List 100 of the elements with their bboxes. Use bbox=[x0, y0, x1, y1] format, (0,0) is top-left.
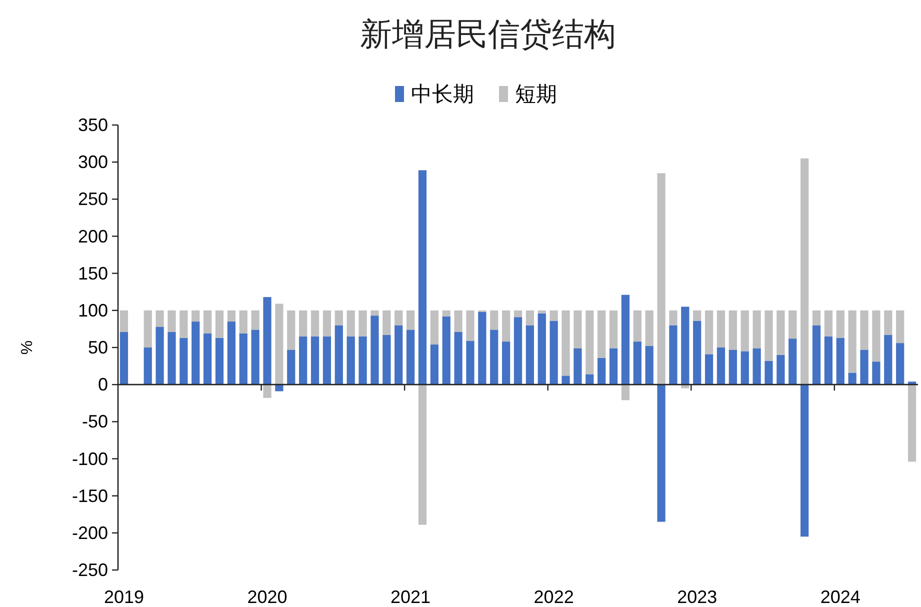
bar bbox=[490, 310, 498, 330]
bar bbox=[430, 344, 438, 385]
bar bbox=[669, 325, 678, 385]
bar bbox=[334, 310, 343, 326]
bar bbox=[693, 310, 702, 321]
bar bbox=[168, 310, 176, 332]
bar bbox=[251, 310, 260, 330]
y-tick-label: 300 bbox=[78, 152, 108, 172]
bar bbox=[454, 332, 462, 385]
bar bbox=[526, 310, 534, 326]
bar bbox=[287, 310, 296, 350]
bar bbox=[860, 310, 868, 350]
bar bbox=[848, 372, 856, 385]
bar bbox=[704, 354, 714, 385]
bar bbox=[681, 384, 690, 388]
bar bbox=[346, 310, 355, 336]
bar bbox=[275, 384, 284, 392]
bar bbox=[358, 310, 367, 336]
bar bbox=[812, 310, 821, 326]
x-tick-label: 2019 bbox=[104, 587, 144, 607]
bar bbox=[442, 310, 450, 316]
y-tick-label: -100 bbox=[72, 448, 108, 469]
bar bbox=[836, 338, 844, 385]
bar bbox=[418, 170, 427, 385]
y-tick-label: 0 bbox=[98, 374, 108, 395]
bar bbox=[800, 158, 809, 385]
bar bbox=[192, 310, 200, 322]
bar bbox=[430, 310, 438, 345]
bar bbox=[896, 343, 904, 385]
bar bbox=[370, 310, 379, 316]
bar bbox=[215, 338, 224, 385]
chart-title: 新增居民信贷结构 bbox=[360, 16, 616, 52]
y-tick-label: 350 bbox=[78, 115, 108, 135]
bar bbox=[502, 342, 510, 385]
bar bbox=[716, 310, 726, 348]
bar bbox=[860, 350, 868, 385]
bar bbox=[621, 384, 630, 400]
bar bbox=[168, 332, 176, 385]
bar bbox=[586, 310, 594, 374]
legend-label: 短期 bbox=[515, 83, 557, 106]
bar bbox=[322, 310, 332, 336]
bar bbox=[514, 317, 522, 385]
bar bbox=[776, 354, 785, 385]
bar bbox=[180, 310, 188, 338]
bar bbox=[657, 173, 666, 385]
bar bbox=[872, 362, 880, 385]
bar bbox=[382, 334, 391, 385]
bar bbox=[669, 310, 678, 326]
bar bbox=[322, 336, 332, 385]
bar bbox=[788, 310, 797, 339]
y-tick-label: 50 bbox=[88, 338, 108, 358]
bar bbox=[144, 348, 152, 385]
bar bbox=[418, 384, 427, 525]
bar bbox=[764, 310, 773, 361]
bar bbox=[215, 310, 224, 338]
bar bbox=[574, 348, 582, 385]
bar bbox=[120, 332, 128, 385]
bar bbox=[908, 384, 916, 462]
bar bbox=[704, 310, 714, 354]
y-tick-label: -250 bbox=[72, 560, 108, 580]
bar bbox=[764, 360, 773, 385]
y-tick-label: 200 bbox=[78, 226, 108, 246]
legend-label: 中长期 bbox=[411, 83, 474, 106]
bar bbox=[550, 310, 558, 321]
bar bbox=[394, 310, 403, 326]
bar bbox=[227, 322, 236, 385]
bar bbox=[299, 310, 308, 336]
bar bbox=[478, 312, 486, 385]
bar bbox=[526, 325, 534, 385]
bar bbox=[466, 340, 474, 385]
bar bbox=[728, 310, 737, 350]
bar bbox=[621, 294, 630, 385]
bar bbox=[633, 310, 642, 342]
bar bbox=[812, 325, 821, 385]
bar bbox=[550, 320, 558, 385]
bar bbox=[358, 336, 367, 385]
y-tick-label: -200 bbox=[72, 522, 108, 543]
bar bbox=[502, 310, 510, 342]
bar bbox=[728, 350, 737, 385]
bar bbox=[227, 310, 236, 322]
x-tick-label: 2020 bbox=[247, 587, 288, 607]
bar bbox=[884, 310, 892, 335]
bar bbox=[382, 310, 391, 335]
x-tick-label: 2022 bbox=[534, 587, 574, 607]
bar bbox=[466, 310, 474, 341]
y-tick-label: 100 bbox=[78, 300, 108, 320]
bar bbox=[454, 310, 462, 332]
bar bbox=[574, 310, 582, 348]
bar bbox=[239, 333, 248, 385]
bar bbox=[633, 342, 642, 385]
y-tick-label: 250 bbox=[78, 189, 108, 210]
bar bbox=[848, 310, 856, 373]
bar bbox=[251, 330, 260, 385]
bar bbox=[310, 336, 320, 385]
y-tick-label: -50 bbox=[82, 412, 108, 432]
bar bbox=[716, 348, 726, 385]
bar bbox=[740, 351, 749, 385]
y-tick-label: -150 bbox=[72, 486, 108, 506]
bar bbox=[609, 348, 618, 385]
bar bbox=[693, 320, 702, 385]
